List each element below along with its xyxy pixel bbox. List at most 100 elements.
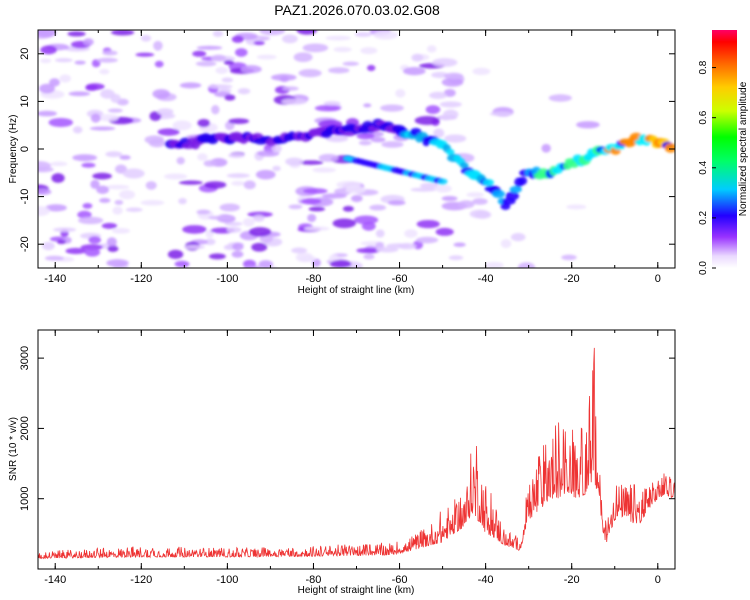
spectrogram-noise-blob [256, 54, 277, 60]
spectrogram-noise-blob [196, 45, 223, 50]
spectrogram-noise-blob [157, 128, 180, 136]
spectrogram-noise-blob [404, 229, 418, 238]
spectrogram-noise-blob [457, 200, 475, 209]
spectrogram-noise-blob [370, 136, 386, 143]
spectrogram-noise-blob [435, 227, 454, 236]
y-tick-label: -10 [19, 189, 31, 205]
spectrogram-noise-blob [441, 77, 464, 87]
spectrogram-noise-blob [152, 89, 170, 99]
snr-background [38, 330, 675, 569]
spectrogram-noise-blob [83, 38, 94, 46]
spectrogram-noise-blob [224, 221, 243, 226]
spectrogram-noise-blob [243, 180, 256, 190]
spectrogram-noise-blob [40, 58, 52, 64]
spectrogram-noise-blob [342, 205, 354, 212]
spectrogram-noise-blob [224, 94, 236, 101]
spectrogram-noise-blob [204, 238, 216, 245]
spectrogram-noise-blob [403, 67, 426, 76]
snr-x-label: Height of straight line (km) [298, 585, 415, 596]
spectrogram-noise-blob [99, 198, 111, 203]
spectrogram-noise-blob [444, 134, 467, 143]
spectrogram-noise-blob [328, 67, 350, 74]
spectrogram-noise-blob [96, 185, 110, 194]
spectrogram-noise-blob [154, 60, 164, 68]
spectrogram-noise-blob [469, 209, 490, 219]
colorbar-label: Normalized spectral amplitude [738, 81, 749, 216]
spectrogram-ridge-spot [664, 143, 675, 153]
spectrogram-noise-blob [81, 162, 96, 168]
spectrogram-noise-blob [429, 91, 448, 100]
spectrogram-noise-blob [101, 222, 118, 229]
spectrogram-noise-blob [298, 68, 322, 78]
spectrogram-noise-blob [425, 105, 441, 115]
spectrogram-noise-blob [325, 35, 351, 41]
spectrogram-noise-blob [353, 215, 379, 225]
spectrogram-noise-blob [373, 30, 398, 40]
spectrogram-noise-blob [140, 200, 165, 206]
spectrogram-noise-blob [444, 72, 464, 80]
spectrogram-noise-blob [363, 103, 372, 108]
spectrogram-noise-blob [178, 180, 203, 185]
spectrogram-noise-blob [167, 249, 184, 259]
x-tick-label: -140 [44, 574, 66, 586]
spectrogram-noise-blob [296, 30, 318, 35]
spectrogram-noise-blob [351, 194, 363, 203]
spectrogram-noise-blob [303, 226, 330, 231]
spectrogram-noise-blob [240, 65, 262, 74]
spectrogram-noise-blob [38, 110, 58, 117]
y-tick-label: 1000 [19, 486, 31, 510]
snr-panel: -140 -120 -100 -80 -60 -40 -20 0 1000 2000 3000 He… [8, 329, 676, 596]
spectrogram-noise-blob [243, 265, 262, 268]
spectrogram-noise-blob [253, 40, 265, 46]
spectrogram-frame [37, 29, 676, 269]
spectrogram-noise-blob [432, 58, 458, 67]
spectrogram-noise-blob [67, 31, 86, 37]
colorbar-tick-label: 0.8 [698, 60, 709, 74]
spectrogram-noise-blob [197, 118, 211, 128]
x-tick-label: -20 [564, 574, 580, 586]
spectrogram-noise-blob [366, 64, 376, 72]
spectrogram-noise-blob [176, 156, 185, 165]
spectrogram-noise-blob [111, 30, 135, 36]
spectrogram-noise-blob [226, 173, 250, 178]
spectrogram-noise-blob [84, 247, 101, 257]
spectrogram-noise-blob [99, 68, 110, 75]
spectrogram-noise-blob [472, 67, 491, 76]
spectrogram-noise-blob [548, 94, 572, 102]
spectrogram-noise-blob [208, 253, 226, 260]
spectrogram-noise-blob [431, 71, 449, 79]
spectrogram-noise-blob [453, 242, 466, 247]
spectrogram-noise-blob [279, 76, 289, 83]
spectrogram-noise-blob [59, 74, 72, 83]
spectrogram-noise-blob [318, 153, 339, 162]
spectrogram-noise-blob [336, 180, 361, 189]
spectrogram-noise-blob [107, 245, 119, 253]
spectrogram-ridge-spot [518, 176, 528, 186]
spectrogram-background [38, 30, 675, 268]
spectrogram-noise-blob [90, 179, 100, 189]
spectrogram-noise-blob [228, 152, 245, 159]
snr-axes: -140 -120 -100 -80 -60 -40 -20 0 1000 2000 3000 [19, 330, 675, 586]
spectrogram-noise-blob [303, 188, 328, 194]
spectrogram-noise [38, 30, 600, 268]
spectrogram-noise-blob [68, 91, 91, 97]
spectrogram-ridge [165, 118, 675, 210]
spectrogram-noise-blob [163, 173, 188, 180]
x-tick-label: -100 [216, 574, 238, 586]
y-tick-label: 0 [19, 146, 31, 152]
spectrogram-noise-blob [361, 221, 376, 231]
colorbar-tick-label: 0.2 [698, 211, 709, 225]
spectrogram-noise-blob [77, 210, 92, 219]
colorbar-tick-label: 0.6 [698, 110, 709, 124]
spectrogram-noise-blob [97, 114, 119, 122]
spectrogram-noise-blob [106, 259, 129, 267]
spectrogram-noise-blob [72, 126, 83, 134]
spectrogram-noise-blob [195, 61, 217, 67]
spectrogram-noise-blob [363, 253, 375, 260]
spectrogram-noise-blob [145, 181, 157, 190]
spectrogram-noise-blob [40, 45, 57, 55]
spectrogram-noise-blob [441, 196, 458, 202]
spectrogram-noise-blob [183, 244, 206, 250]
spectrogram-noise-blob [204, 181, 227, 189]
